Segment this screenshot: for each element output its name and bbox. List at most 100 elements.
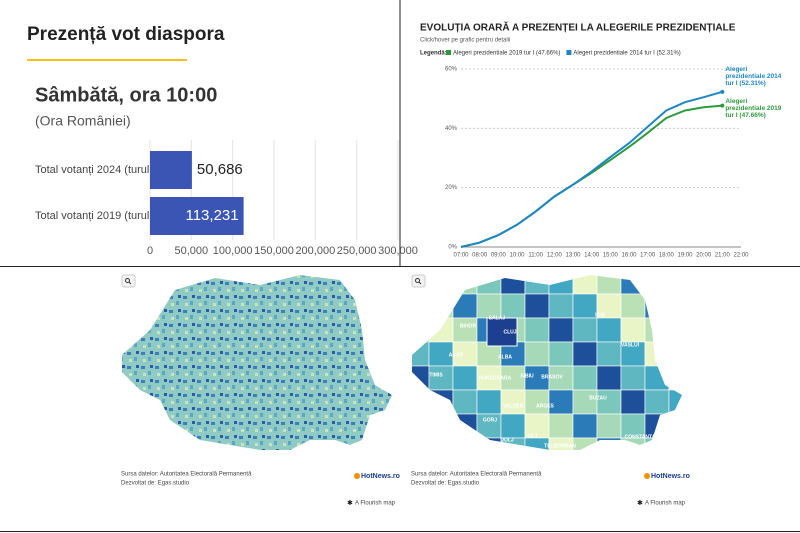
county-label: VALCEA [503, 403, 524, 409]
bar [150, 197, 244, 235]
county [668, 317, 682, 343]
county [452, 413, 478, 439]
flourish-credit[interactable]: A Flourish map [355, 501, 396, 507]
category-label: Total votanți 2024 (turul I) [35, 164, 159, 176]
county [572, 389, 598, 415]
zoom-icon [415, 278, 420, 283]
county-label: OLT [528, 433, 538, 439]
county-label: ALBA [498, 354, 512, 360]
source-text: Sursa datelor: Autoritatea Electorală Pe… [121, 472, 252, 478]
y-tick-label: 20% [445, 185, 458, 191]
county [524, 437, 550, 450]
zoom-icon [125, 278, 130, 283]
county [428, 413, 454, 439]
county [668, 389, 682, 415]
zoom-button[interactable] [411, 274, 426, 288]
county [452, 317, 478, 343]
x-tick-label: 07:00 [453, 253, 469, 259]
county [644, 341, 670, 367]
county [428, 341, 454, 367]
chart-title: Prezență vot diaspora [27, 24, 225, 45]
county [572, 275, 598, 295]
x-tick-label: 20:00 [696, 253, 712, 259]
county [524, 389, 550, 415]
flourish-mark[interactable]: ✱ [347, 499, 353, 507]
logo-dot [354, 473, 360, 479]
county-label: IASI [595, 312, 605, 318]
county [412, 365, 430, 391]
county [596, 317, 622, 343]
county [548, 389, 574, 415]
county [668, 341, 682, 367]
county [412, 293, 430, 319]
logo: HotNews.ro [651, 473, 690, 480]
county [500, 413, 526, 439]
county [412, 389, 430, 415]
x-tick-label: 11:00 [528, 253, 543, 259]
county [428, 293, 454, 319]
county-label: ARGES [536, 403, 554, 409]
county [486, 317, 518, 347]
x-tick-label: 17:00 [640, 253, 656, 259]
county [596, 341, 622, 367]
bar [150, 151, 192, 189]
x-tick-label: 18:00 [659, 253, 675, 259]
x-tick-label: 09:00 [491, 253, 507, 259]
county [548, 293, 574, 319]
county-label: SALAJ [489, 315, 506, 321]
zoom-button[interactable] [121, 274, 136, 288]
county [452, 341, 478, 367]
x-tick-label: 200,000 [295, 245, 335, 257]
county [412, 341, 430, 367]
zoom-icon [418, 281, 422, 285]
chart-title: EVOLUȚIA ORARĂ A PREZENȚEI LA ALEGERILE … [420, 21, 736, 34]
y-tick-label: 60% [445, 67, 458, 73]
x-tick-label: 15:00 [603, 253, 619, 259]
county [524, 293, 550, 319]
x-tick-label: 50,000 [175, 245, 209, 257]
county [476, 389, 502, 415]
county [524, 341, 550, 367]
map-fill [122, 275, 392, 450]
county [620, 413, 646, 439]
x-tick-label: 08:00 [472, 253, 488, 259]
county-label: BRASOV [541, 374, 563, 380]
county [572, 293, 598, 319]
county-label: SIBIU [520, 373, 534, 379]
county [548, 365, 574, 391]
county [452, 365, 478, 391]
county [668, 437, 682, 450]
x-tick-label: 150,000 [254, 245, 294, 257]
end-point [720, 103, 725, 108]
county [452, 389, 478, 415]
county [644, 437, 670, 450]
county [452, 293, 478, 319]
county [524, 275, 550, 295]
county [428, 437, 454, 450]
x-tick-label: 19:00 [677, 253, 693, 259]
y-tick-label: 0% [448, 245, 457, 251]
county [620, 317, 646, 343]
county [668, 365, 682, 391]
county [620, 293, 646, 319]
county [548, 413, 574, 439]
end-label: Alegeri prezidentiale 2014 tur I (52.31%… [725, 66, 781, 87]
series-line [460, 90, 723, 248]
county [428, 317, 454, 343]
x-tick-label: 10:00 [509, 253, 525, 259]
county [644, 275, 670, 295]
county-label: ARAD [449, 352, 464, 358]
county [644, 293, 670, 319]
zoom-icon [128, 281, 132, 285]
county-label: BIHOR [460, 323, 477, 329]
x-tick-label: 12:00 [547, 253, 563, 259]
flourish-credit[interactable]: A Flourish map [645, 501, 686, 507]
county [668, 293, 682, 319]
legend-label: Alegeri prezidentiale 2014 tur I (52.31%… [573, 51, 680, 57]
flourish-mark[interactable]: ✱ [637, 499, 643, 507]
county [572, 413, 598, 439]
county [452, 275, 478, 295]
county [668, 275, 682, 295]
credit-text: Dezvoltat de: Egas.studio [121, 481, 190, 487]
county-label: BUZAU [589, 395, 607, 401]
